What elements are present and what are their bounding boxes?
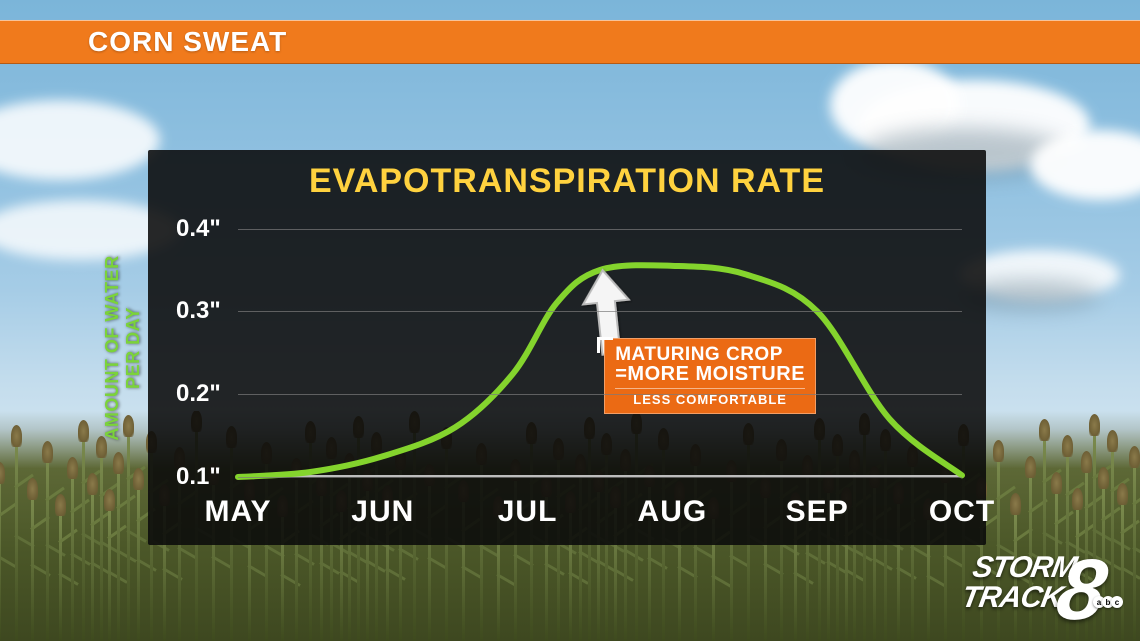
callout-box: MATURING CROP =MORE MOISTURE LESS COMFOR… xyxy=(604,338,816,414)
x-tick-label: AUG xyxy=(638,495,708,529)
header-bar: CORN SWEAT xyxy=(0,20,1140,64)
y-tick-label: 0.4" xyxy=(176,215,221,243)
callout-line2: =MORE MOISTURE xyxy=(615,364,805,384)
y-tick-label: 0.1" xyxy=(176,463,221,491)
y-axis-label-line1: AMOUNT OF WATER xyxy=(102,255,122,440)
y-tick-label: 0.2" xyxy=(176,380,221,408)
callout-corner-bracket xyxy=(597,337,613,353)
chart-panel: EVAPOTRANSPIRATION RATE AMOUNT OF WATER … xyxy=(148,150,986,545)
plot-area: MATURING CROP =MORE MOISTURE LESS COMFOR… xyxy=(238,212,962,477)
x-tick-label: MAY xyxy=(205,495,272,529)
callout-line1: MATURING CROP xyxy=(615,345,805,364)
y-axis-label-line2: PER DAY xyxy=(123,307,143,389)
gridline xyxy=(238,477,962,478)
station-logo: STORM TRACK 8 xyxy=(936,545,1136,641)
y-tick-label: 0.3" xyxy=(176,297,221,325)
logo-network-abc xyxy=(1096,595,1136,619)
gridline xyxy=(238,311,962,312)
y-axis-label: AMOUNT OF WATER PER DAY xyxy=(102,255,143,440)
header-title: CORN SWEAT xyxy=(88,26,287,58)
chart-title: EVAPOTRANSPIRATION RATE xyxy=(148,162,986,201)
gridline xyxy=(238,229,962,230)
x-tick-label: JUL xyxy=(498,495,558,529)
x-tick-label: JUN xyxy=(351,495,414,529)
callout-line3: LESS COMFORTABLE xyxy=(615,388,805,407)
logo-word-track: TRACK xyxy=(959,581,1065,615)
gridline xyxy=(238,394,962,395)
x-tick-label: SEP xyxy=(786,495,849,529)
x-tick-label: OCT xyxy=(929,495,995,529)
